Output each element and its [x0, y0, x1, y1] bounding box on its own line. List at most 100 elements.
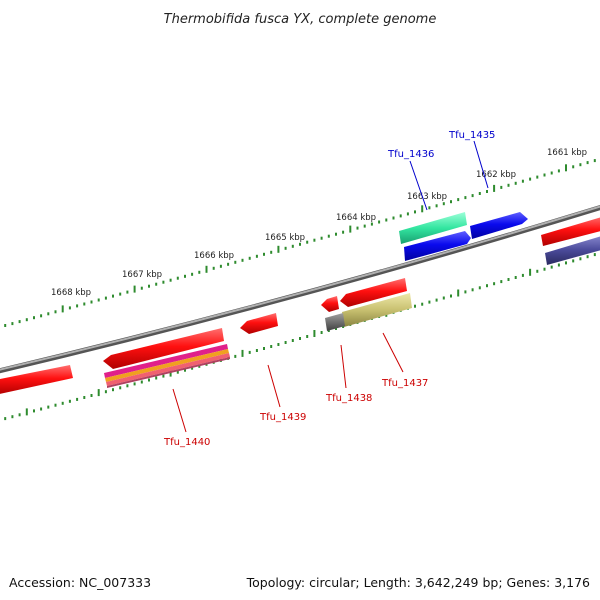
- ruler-minor-tick: [25, 318, 28, 322]
- tick-label-1667: 1667 kbp: [122, 270, 162, 280]
- ruler-major-tick: [565, 164, 567, 172]
- ruler-minor-tick: [521, 179, 524, 183]
- reverse-genes: [0, 278, 412, 395]
- gene-label-tfu-1438[interactable]: Tfu_1438: [325, 393, 372, 404]
- ruler-minor-tick: [255, 254, 258, 258]
- ruler-minor-tick: [586, 255, 589, 259]
- cog-tfu-1436: [399, 212, 467, 244]
- ruler-minor-tick: [529, 177, 532, 181]
- ruler-minor-tick: [241, 258, 244, 262]
- ruler-minor-tick: [112, 388, 114, 392]
- accession-text: Accession: NC_007333: [9, 575, 151, 590]
- ruler-minor-tick: [119, 292, 122, 296]
- ruler-minor-tick: [406, 212, 409, 216]
- gene-label-tfu-1435[interactable]: Tfu_1435: [448, 130, 495, 141]
- tick-label-1665: 1665 kbp: [265, 233, 305, 243]
- tick-label-1666: 1666 kbp: [194, 251, 234, 261]
- ruler-minor-tick: [140, 380, 143, 384]
- ruler-minor-tick: [284, 246, 287, 250]
- ruler-minor-tick: [565, 261, 567, 265]
- gene-label-tfu-1440[interactable]: Tfu_1440: [163, 437, 210, 448]
- ruler-minor-tick: [191, 366, 194, 370]
- gene-left-edge[interactable]: [0, 365, 73, 395]
- ruler-minor-tick: [579, 163, 582, 167]
- ruler-major-tick: [349, 225, 352, 233]
- ruler-minor-tick: [557, 263, 560, 267]
- ruler-minor-tick: [363, 224, 366, 228]
- ruler-minor-tick: [47, 405, 50, 409]
- ruler-major-tick: [169, 369, 172, 377]
- ruler-minor-tick: [500, 185, 503, 189]
- ruler-minor-tick: [550, 171, 553, 175]
- ruler-minor-tick: [335, 232, 337, 236]
- gene-label-tfu-1437[interactable]: Tfu_1437: [381, 378, 428, 389]
- ruler-major-tick: [133, 285, 136, 293]
- ruler-major-tick: [529, 268, 532, 276]
- ruler-minor-tick: [191, 272, 194, 276]
- ruler-minor-tick: [536, 175, 539, 179]
- ruler-minor-tick: [493, 282, 496, 286]
- gene-tfu-1439[interactable]: [240, 313, 278, 334]
- gene-label-tfu-1436[interactable]: Tfu_1436: [387, 149, 434, 160]
- ruler-minor-tick: [593, 253, 596, 257]
- ruler-minor-tick: [392, 216, 395, 220]
- ruler-minor-tick: [435, 298, 438, 302]
- ruler-minor-tick: [263, 347, 265, 350]
- ruler-minor-tick: [148, 284, 150, 288]
- ruler-major-tick: [25, 408, 28, 416]
- ruler-minor-tick: [313, 238, 316, 242]
- ruler-minor-tick: [33, 316, 35, 320]
- ruler-minor-tick: [90, 300, 93, 304]
- ruler-minor-tick: [471, 288, 474, 292]
- gene-label-tfu-1439[interactable]: Tfu_1439: [259, 412, 306, 423]
- ruler-minor-tick: [97, 298, 100, 302]
- ruler-minor-tick: [234, 354, 237, 358]
- ruler-minor-tick: [356, 226, 359, 230]
- ruler-minor-tick: [148, 378, 150, 382]
- ruler-minor-tick: [507, 183, 510, 187]
- ruler-minor-tick: [464, 290, 467, 294]
- ruler-minor-tick: [198, 364, 201, 368]
- ruler-minor-tick: [514, 181, 517, 185]
- ruler-minor-tick: [291, 244, 294, 248]
- ruler-minor-tick: [450, 200, 452, 204]
- ruler-minor-tick: [47, 312, 50, 316]
- tick-label-1663: 1663 kbp: [407, 192, 447, 202]
- ruler-major-tick: [421, 205, 424, 213]
- ruler-minor-tick: [370, 222, 373, 226]
- ruler-minor-tick: [327, 234, 330, 238]
- ruler-minor-tick: [572, 259, 575, 263]
- ruler-minor-tick: [234, 260, 237, 264]
- ruler-minor-tick: [40, 407, 43, 411]
- ruler-minor-tick: [33, 409, 35, 413]
- ruler-minor-tick: [277, 343, 280, 346]
- gene-tfu-1437[interactable]: [340, 278, 407, 307]
- ruler-minor-tick: [11, 322, 14, 326]
- ruler-minor-tick: [40, 314, 43, 318]
- ruler-minor-tick: [184, 368, 186, 372]
- ruler-minor-tick: [140, 286, 143, 290]
- ruler-minor-tick: [471, 194, 474, 198]
- ruler-minor-tick: [155, 376, 158, 380]
- ruler-minor-tick: [457, 198, 460, 202]
- gene-right-edge[interactable]: [541, 216, 600, 246]
- gene-tfu-1438[interactable]: [321, 296, 339, 312]
- ruler-minor-tick: [284, 341, 287, 344]
- cog-tfu-1438: [325, 313, 345, 331]
- ruler-minor-tick: [486, 190, 488, 193]
- ruler-minor-tick: [450, 294, 452, 298]
- genome-backbone-highlight: [0, 205, 600, 371]
- ruler-minor-tick: [442, 296, 445, 300]
- gene-tfu-1436[interactable]: [404, 231, 471, 261]
- gene-tfu-1440[interactable]: [103, 328, 224, 369]
- ruler-minor-tick: [4, 417, 7, 421]
- ruler-minor-tick: [248, 350, 251, 354]
- ruler-minor-tick: [428, 206, 431, 210]
- tick-label-1662: 1662 kbp: [476, 170, 516, 180]
- ruler-minor-tick: [162, 280, 165, 284]
- ruler-minor-tick: [248, 256, 251, 260]
- gene-tfu-1435[interactable]: [470, 212, 528, 239]
- ruler-minor-tick: [320, 331, 323, 334]
- ruler-minor-tick: [198, 270, 201, 274]
